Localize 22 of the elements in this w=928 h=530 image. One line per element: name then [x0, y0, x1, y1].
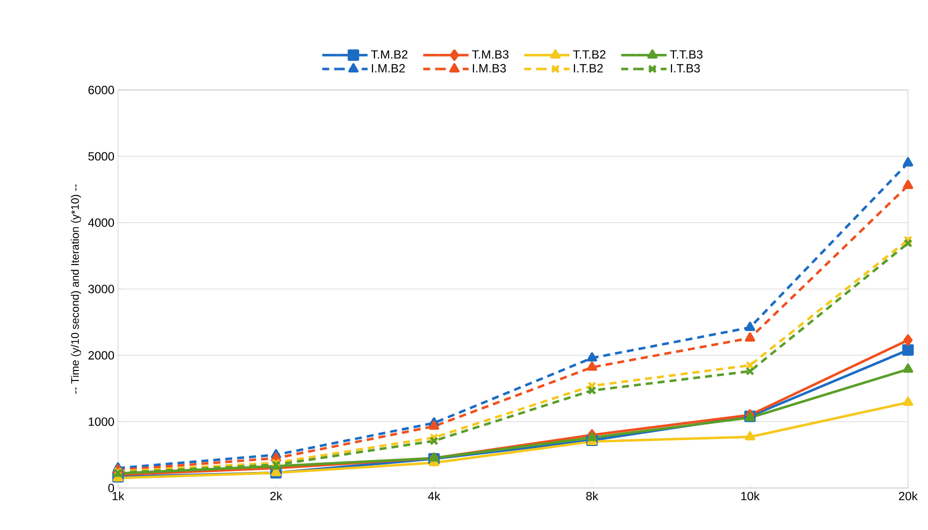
x-tick-label: 4k	[428, 492, 440, 500]
legend-label: T.T.B3	[670, 50, 703, 59]
y-tick-label: 1000	[88, 417, 114, 426]
y-tick-label: 6000	[88, 86, 114, 94]
legend-label: I.T.B3	[670, 64, 700, 72]
legend-label: T.M.B2	[371, 50, 408, 59]
y-tick-label: 3000	[88, 284, 114, 294]
legend-label: I.T.B2	[574, 64, 603, 72]
y-axis-title: -- Time (y/10 second) and Iteration (y*10) --	[70, 184, 82, 394]
x-tick-label: 8k	[586, 492, 598, 500]
legend-label: I.M.B2	[372, 64, 405, 72]
legend-label: T.M.B3	[472, 50, 509, 59]
y-tick-label: 2000	[88, 351, 114, 360]
legend-label: T.T.B2	[573, 50, 606, 59]
x-tick-label: 1k	[112, 492, 124, 500]
y-tick-label: 0	[108, 484, 114, 492]
x-tick-label: 2k	[270, 492, 282, 500]
y-tick-label: 5000	[88, 152, 114, 161]
legend-label: I.M.B3	[472, 64, 506, 72]
x-tick-label: 20k	[898, 492, 918, 500]
x-tick-label: 10k	[741, 492, 760, 500]
y-tick-label: 4000	[88, 218, 114, 227]
